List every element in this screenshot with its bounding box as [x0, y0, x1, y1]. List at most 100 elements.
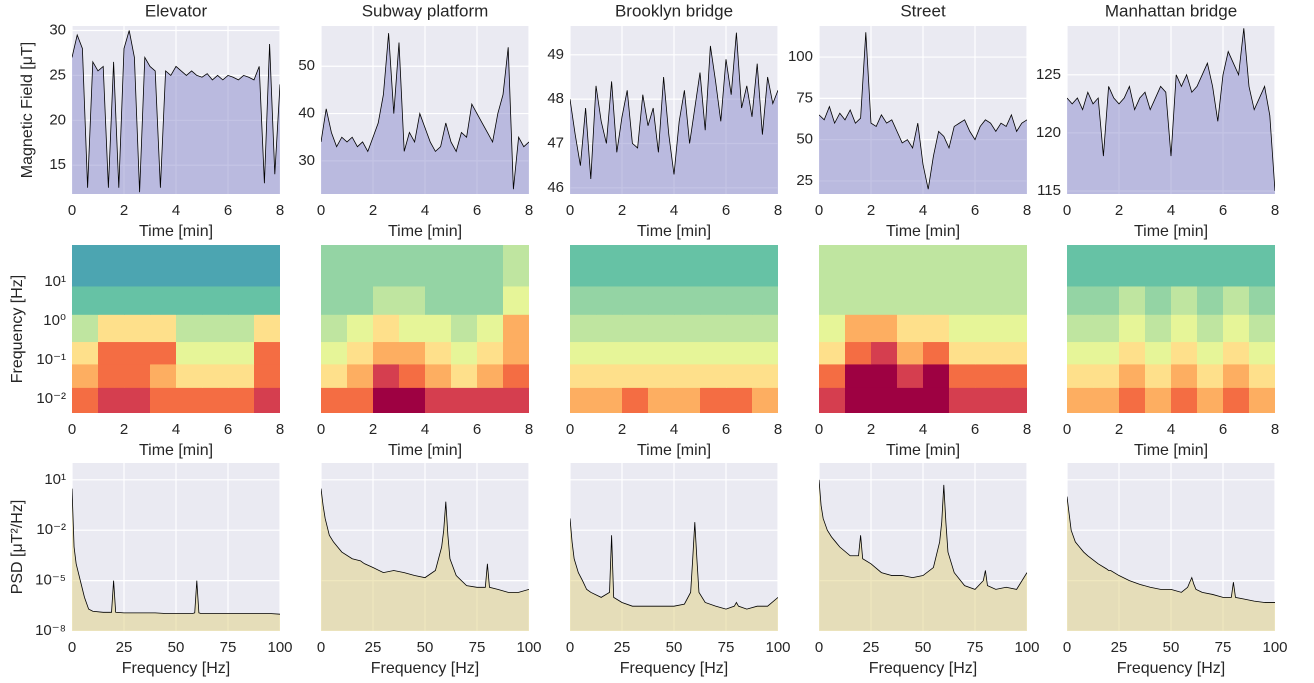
x-tick-label: 100 — [267, 639, 292, 656]
heatmap-cell — [923, 387, 950, 413]
heatmap-cell — [373, 363, 400, 388]
heatmap-cell — [98, 341, 125, 365]
heatmap-cell — [1223, 363, 1250, 388]
heatmap-cell — [1001, 285, 1027, 315]
y-axis-label: Frequency [Hz] — [9, 275, 26, 383]
x-tick-label: 8 — [1023, 421, 1031, 438]
heatmap-cell — [1145, 285, 1172, 315]
heatmap-cell — [399, 341, 426, 365]
heatmap-cell — [845, 245, 872, 287]
heatmap-cell — [1119, 245, 1146, 287]
heatmap-cell — [347, 341, 374, 365]
x-axis-label: Time [min] — [886, 442, 960, 459]
heatmap-cell — [897, 341, 924, 365]
heatmap-cell — [871, 245, 898, 287]
heatmap-cell — [975, 387, 1002, 413]
y-tick-label: 30 — [298, 152, 315, 169]
heatmap-cell — [949, 285, 976, 315]
heatmap-cell — [98, 245, 125, 287]
x-tick-label: 6 — [722, 202, 730, 219]
heatmap-cell — [819, 341, 846, 365]
heatmap-cell — [399, 245, 426, 287]
y-tick-label: 15 — [49, 156, 66, 173]
x-tick-label: 0 — [317, 639, 325, 656]
heatmap-cell — [202, 363, 229, 388]
y-tick-label: 47 — [547, 134, 564, 151]
x-tick-label: 6 — [1219, 421, 1227, 438]
heatmap-cell — [150, 341, 177, 365]
x-tick-label: 6 — [971, 202, 979, 219]
heatmap-cell — [596, 341, 623, 365]
subplot: 0 2 4 6 8 15 20 25 30 Elevator Time [min] Magnetic … — [19, 1, 284, 240]
heatmap-cell — [228, 341, 255, 365]
heatmap-cell — [1249, 285, 1275, 315]
x-tick-label: 75 — [718, 639, 735, 656]
heatmap-cell — [321, 341, 348, 365]
series-line — [321, 488, 529, 593]
heatmap-cell — [570, 363, 597, 388]
heatmap-cell — [451, 341, 478, 365]
heatmap-cell — [1197, 363, 1224, 388]
heatmap-cell — [819, 387, 846, 413]
y-tick-label: 25 — [49, 66, 66, 83]
heatmap-cell — [819, 363, 846, 388]
x-axis-label: Time [min] — [1134, 223, 1208, 240]
x-tick-label: 2 — [1115, 202, 1123, 219]
heatmap-cell — [503, 387, 529, 413]
heatmap-cell — [176, 387, 203, 413]
heatmap-cell — [176, 285, 203, 315]
heatmap-cell — [1249, 314, 1275, 343]
heatmap-cell — [1119, 341, 1146, 365]
heatmap-cell — [897, 314, 924, 343]
heatmap-cell — [72, 341, 99, 365]
heatmap-cell — [347, 363, 374, 388]
x-tick-label: 2 — [369, 421, 377, 438]
x-tick-label: 0 — [815, 421, 823, 438]
heatmap-cell — [503, 363, 529, 388]
heatmap-cell — [752, 341, 778, 365]
subplot: 0 25 50 75 100 10¹ 10⁻² 10⁻⁵ 10⁻⁸ Frequency [Hz] P… — [9, 463, 293, 677]
heatmap-cell — [1093, 314, 1120, 343]
x-axis-label: Time [min] — [637, 223, 711, 240]
heatmap-cell — [1171, 363, 1198, 388]
x-axis-label: Time [min] — [139, 442, 213, 459]
heatmap-cell — [674, 245, 701, 287]
x-tick-label: 0 — [68, 639, 76, 656]
heatmap-cell — [347, 285, 374, 315]
y-tick-label: 10⁰ — [43, 312, 66, 329]
heatmap-cell — [949, 245, 976, 287]
heatmap-cell — [1223, 341, 1250, 365]
heatmap-cell — [503, 245, 529, 287]
heatmap-cell — [202, 314, 229, 343]
series-line — [819, 479, 1027, 590]
x-tick-label: 8 — [276, 421, 284, 438]
y-tick-label: 46 — [547, 179, 564, 196]
series-line — [1067, 28, 1275, 192]
area-fill — [72, 30, 280, 194]
heatmap-cell — [1119, 363, 1146, 388]
x-tick-label: 100 — [765, 639, 790, 656]
x-tick-label: 4 — [670, 202, 678, 219]
heatmap-cell — [1197, 285, 1224, 315]
x-tick-label: 8 — [525, 421, 533, 438]
heatmap-cell — [373, 245, 400, 287]
heatmap-cell — [425, 285, 452, 315]
heatmap-cell — [202, 341, 229, 365]
heatmap-cell — [596, 387, 623, 413]
x-tick-label: 0 — [68, 202, 76, 219]
series-line — [1067, 496, 1275, 603]
heatmap-cell — [726, 387, 753, 413]
series-line — [72, 488, 280, 615]
heatmap-cell — [1223, 314, 1250, 343]
heatmap-cell — [124, 341, 151, 365]
heatmap-cell — [124, 245, 151, 287]
y-tick-label: 40 — [298, 105, 315, 122]
x-tick-label: 4 — [172, 202, 180, 219]
heatmap-cell — [1067, 387, 1094, 413]
heatmap-cell — [124, 363, 151, 388]
heatmap-cell — [373, 285, 400, 315]
heatmap-cell — [845, 387, 872, 413]
heatmap-cell — [425, 245, 452, 287]
heatmap-cell — [150, 245, 177, 287]
heatmap-cell — [596, 285, 623, 315]
